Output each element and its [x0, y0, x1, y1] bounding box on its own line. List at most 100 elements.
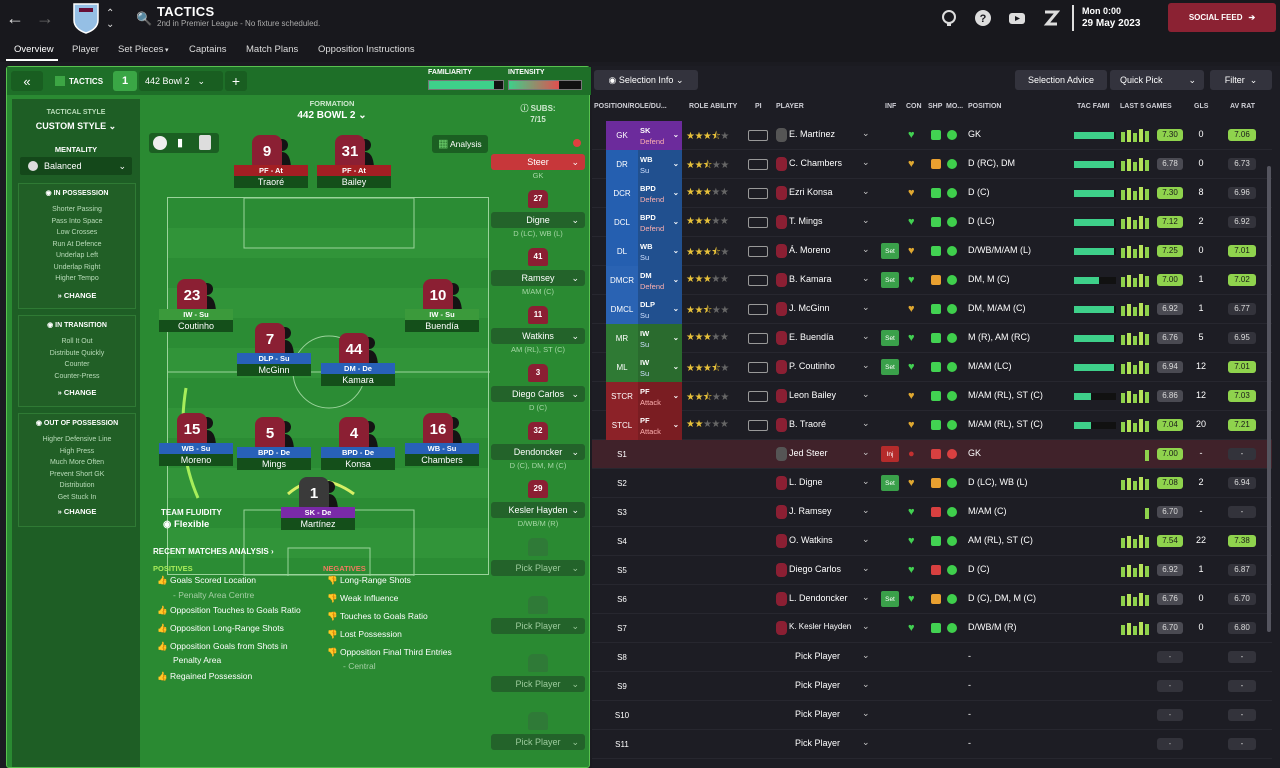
- role-duty-select[interactable]: WB Su ⌄: [638, 237, 682, 266]
- position-slot[interactable]: S10: [614, 711, 630, 720]
- chevron-down-icon[interactable]: ⌄: [862, 273, 870, 283]
- player-name[interactable]: L. Digne: [789, 477, 823, 487]
- position-slot[interactable]: DR: [606, 150, 638, 179]
- table-row[interactable]: S1 Jed Steer ⌄ Inj ● GK 7.00 - -: [592, 440, 1272, 469]
- table-row[interactable]: S2 L. Digne ⌄ Set ♥ D (LC), WB (L) 7.08 2 6.94: [592, 469, 1272, 498]
- player-name[interactable]: E. Martínez: [789, 129, 836, 139]
- pitch-player[interactable]: 9 PF - At Traoré: [234, 135, 308, 188]
- chevron-down-icon[interactable]: ⌄: [862, 563, 870, 573]
- player-name[interactable]: L. Dendoncker: [789, 593, 848, 603]
- position-slot[interactable]: DCR: [606, 179, 638, 208]
- tab-overview[interactable]: Overview: [14, 44, 54, 55]
- role-duty-select[interactable]: IW Su ⌄: [638, 353, 682, 382]
- sub-player-select[interactable]: Watkins ⌄: [491, 328, 585, 344]
- tab-set-pieces[interactable]: Set Pieces: [118, 44, 164, 55]
- player-name[interactable]: Leon Bailey: [789, 390, 837, 400]
- col-tac-fami[interactable]: TAC FAMI: [1077, 103, 1110, 110]
- back-arrow-icon[interactable]: ←: [6, 8, 24, 28]
- table-row[interactable]: GK SK Defend ⌄ ★★★⯪★ E. Martínez ⌄ ♥ GK 7.30 0 7.06: [592, 121, 1272, 150]
- position-slot[interactable]: DL: [606, 237, 638, 266]
- col-position-role-duty[interactable]: POSITION/ROLE/DU...: [594, 103, 667, 110]
- change-out-of-possession-button[interactable]: » CHANGE: [57, 507, 97, 516]
- sub-player-select[interactable]: Dendoncker ⌄: [491, 444, 585, 460]
- player-role[interactable]: PF - At: [317, 165, 391, 176]
- player-name[interactable]: Á. Moreno: [789, 245, 831, 255]
- pitch-player[interactable]: 4 BPD - De Konsa: [321, 417, 395, 470]
- col-last-5-games[interactable]: LAST 5 GAMES: [1120, 103, 1172, 110]
- col-av-rat[interactable]: AV RAT: [1230, 103, 1256, 110]
- player-role[interactable]: PF - At: [234, 165, 308, 176]
- col-con[interactable]: CON: [906, 103, 922, 110]
- z-logo-icon[interactable]: [1042, 9, 1060, 27]
- col-inf[interactable]: INF: [885, 103, 897, 110]
- player-name[interactable]: B. Traoré: [789, 419, 827, 429]
- player-name[interactable]: Ezri Konsa: [789, 187, 833, 197]
- chevron-down-icon[interactable]: ⌄: [862, 447, 870, 457]
- player-name[interactable]: E. Buendía: [789, 332, 834, 342]
- table-row[interactable]: DMCL DLP Su ⌄ ★★⯪★★ J. McGinn ⌄ ♥ DM, M/AM (C) 6.…: [592, 295, 1272, 324]
- collapse-button[interactable]: «: [11, 71, 43, 91]
- change-in-transition-button[interactable]: » CHANGE: [57, 388, 97, 397]
- chevron-down-icon[interactable]: ⌄: [862, 650, 870, 660]
- position-slot[interactable]: GK: [606, 121, 638, 150]
- formation-select[interactable]: 442 BOWL 2 ⌄: [262, 110, 402, 121]
- table-row[interactable]: ML IW Su ⌄ ★★★⯪★ P. Coutinho ⌄ Set ♥ M/AM (LC) 6.9…: [592, 353, 1272, 382]
- role-duty-select[interactable]: WB Su ⌄: [638, 150, 682, 179]
- in-transition-box[interactable]: ◉ IN TRANSITION Roll It Out Distribute Q…: [18, 315, 136, 407]
- player-name[interactable]: Pick Player: [795, 680, 841, 690]
- table-row[interactable]: MR IW Su ⌄ ★★★★★ E. Buendía ⌄ Set ♥ M (R), AM (RC…: [592, 324, 1272, 353]
- bar-chart-icon[interactable]: ▮: [177, 137, 184, 149]
- sub-player-select[interactable]: Pick Player ⌄: [491, 734, 585, 750]
- player-role[interactable]: WB - Su: [159, 443, 233, 454]
- player-name[interactable]: J. McGinn: [789, 303, 830, 313]
- tactical-style-select[interactable]: CUSTOM STYLE ⌄: [12, 121, 140, 132]
- quick-pick-button[interactable]: Quick Pick ⌄: [1110, 70, 1204, 90]
- chevron-down-icon[interactable]: ⌄: [862, 360, 870, 370]
- pitch-player[interactable]: 7 DLP - Su McGinn: [237, 323, 311, 376]
- player-role[interactable]: DM - De: [321, 363, 395, 374]
- role-duty-select[interactable]: DLP Su ⌄: [638, 295, 682, 324]
- sub-player-select[interactable]: Digne ⌄: [491, 212, 585, 228]
- role-duty-select[interactable]: BPD Defend ⌄: [638, 208, 682, 237]
- player-view-icon[interactable]: [153, 136, 167, 150]
- selection-info-button[interactable]: ◉ Selection Info ⌄: [594, 70, 698, 90]
- position-slot[interactable]: S7: [617, 624, 627, 633]
- role-duty-select[interactable]: DM Defend ⌄: [638, 266, 682, 295]
- chevron-down-icon[interactable]: ⌄: [862, 186, 870, 196]
- role-duty-select[interactable]: SK Defend ⌄: [638, 121, 682, 150]
- sub-player-select[interactable]: Pick Player ⌄: [491, 560, 585, 576]
- tab-match-plans[interactable]: Match Plans: [246, 44, 299, 55]
- pitch-player[interactable]: 31 PF - At Bailey: [317, 135, 391, 188]
- player-role[interactable]: IW - Su: [405, 309, 479, 320]
- brain-icon[interactable]: [940, 9, 958, 27]
- social-feed-button[interactable]: SOCIAL FEED ➔: [1168, 3, 1276, 32]
- filter-button[interactable]: Filter ⌄: [1210, 70, 1272, 90]
- role-duty-select[interactable]: PF Attack ⌄: [638, 411, 682, 440]
- col-player[interactable]: PLAYER: [776, 103, 804, 110]
- player-role[interactable]: SK - De: [281, 507, 355, 518]
- position-slot[interactable]: S2: [617, 479, 627, 488]
- tactic-slot-1[interactable]: 1: [113, 71, 137, 91]
- change-in-possession-button[interactable]: » CHANGE: [57, 290, 97, 300]
- table-row[interactable]: STCR PF Attack ⌄ ★★⯪★★ Leon Bailey ⌄ ♥ M/AM (RL)…: [592, 382, 1272, 411]
- position-slot[interactable]: S4: [617, 537, 627, 546]
- col-morale[interactable]: MO...: [946, 103, 964, 110]
- clipboard-icon[interactable]: [199, 135, 211, 150]
- table-row[interactable]: S6 L. Dendoncker ⌄ Set ♥ D (C), DM, M (C) 6.76…: [592, 585, 1272, 614]
- player-instructions-icon[interactable]: [748, 217, 768, 228]
- pitch-player[interactable]: 16 WB - Su Chambers: [405, 413, 479, 466]
- sub-player-select[interactable]: Pick Player ⌄: [491, 618, 585, 634]
- player-instructions-icon[interactable]: [748, 333, 768, 344]
- position-slot[interactable]: S5: [617, 566, 627, 575]
- position-slot[interactable]: S6: [617, 595, 627, 604]
- add-tactic-button[interactable]: +: [225, 71, 247, 91]
- pitch-player[interactable]: 10 IW - Su Buendía: [405, 279, 479, 332]
- chevron-down-icon[interactable]: ⌄: [862, 505, 870, 515]
- player-instructions-icon[interactable]: [748, 420, 768, 431]
- player-role[interactable]: BPD - De: [237, 447, 311, 458]
- table-row[interactable]: DL WB Su ⌄ ★★★⯪★ Á. Moreno ⌄ Set ♥ D/WB/M/AM (L) 7…: [592, 237, 1272, 266]
- player-name[interactable]: B. Kamara: [789, 274, 832, 284]
- player-name[interactable]: O. Watkins: [789, 535, 833, 545]
- pitch-player[interactable]: 1 SK - De Martínez: [281, 477, 355, 530]
- scrollbar[interactable]: [1267, 166, 1271, 632]
